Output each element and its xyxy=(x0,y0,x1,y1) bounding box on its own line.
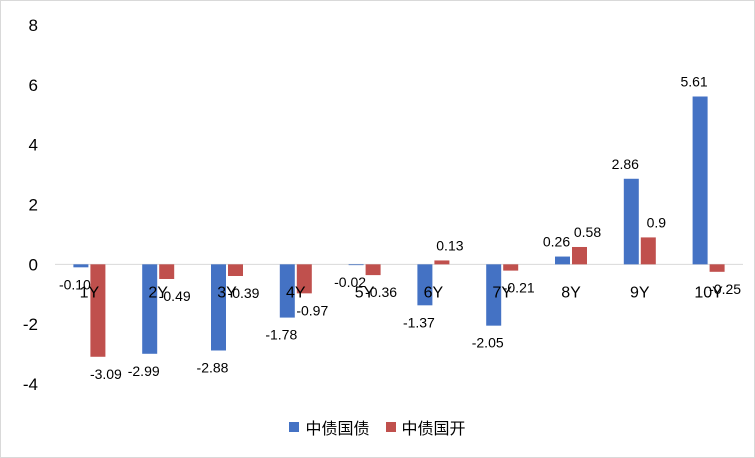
legend: 中债国债 中债国开 xyxy=(1,415,754,439)
data-label-series-1: -0.10 xyxy=(59,276,91,292)
x-tick-label: 9Y xyxy=(630,284,650,301)
bar-series-1 xyxy=(692,96,708,265)
x-tick-label: 4Y xyxy=(286,284,306,301)
bar-series-1 xyxy=(142,264,158,354)
bar-series-1 xyxy=(555,256,570,265)
x-tick-label: 3Y xyxy=(217,284,237,301)
legend-swatch-series-1 xyxy=(289,422,300,432)
legend-item-series-1: 中债国债 xyxy=(289,415,370,439)
bar-series-1 xyxy=(623,178,639,265)
data-label-series-1: -2.88 xyxy=(197,359,229,375)
legend-item-series-2: 中债国开 xyxy=(385,415,466,439)
bar-series-2 xyxy=(365,264,381,276)
bar-series-1 xyxy=(486,264,502,326)
data-label-series-1: -1.78 xyxy=(265,327,297,343)
bar-series-2 xyxy=(159,264,175,279)
bar-series-2 xyxy=(709,264,725,272)
data-label-series-2: -3.09 xyxy=(90,366,122,382)
x-tick-label: 10Y xyxy=(694,284,723,301)
bar-series-1 xyxy=(73,264,89,268)
data-label-series-1: -0.02 xyxy=(334,274,366,290)
bar-series-1 xyxy=(417,264,433,306)
data-label-series-2: -0.25 xyxy=(709,281,741,297)
bar-series-2 xyxy=(296,264,312,294)
y-tick-label: 0 xyxy=(29,255,38,274)
data-label-series-2: 0.58 xyxy=(574,224,601,240)
bar-series-1 xyxy=(211,264,226,351)
x-tick-label: 2Y xyxy=(148,284,168,301)
data-label-series-2: -0.21 xyxy=(503,280,535,296)
y-tick-label: 4 xyxy=(29,136,38,155)
data-label-series-1: 0.26 xyxy=(543,234,570,250)
data-label-series-1: -1.37 xyxy=(403,314,435,330)
y-tick-label: 2 xyxy=(29,196,38,215)
bar-series-2 xyxy=(228,264,243,277)
x-tick-label: 7Y xyxy=(492,284,512,301)
data-label-series-2: 0.9 xyxy=(647,214,667,230)
data-label-series-2: -0.36 xyxy=(365,284,397,300)
bar-series-2 xyxy=(90,264,106,357)
x-tick-label: 1Y xyxy=(80,284,100,301)
y-tick-label: -4 xyxy=(23,375,38,394)
x-tick-label: 8Y xyxy=(561,284,581,301)
bar-series-2 xyxy=(503,264,519,271)
data-label-series-2: -0.97 xyxy=(296,302,328,318)
legend-swatch-series-2 xyxy=(385,422,396,432)
bar-series-2 xyxy=(434,260,450,265)
bar-series-1 xyxy=(279,264,295,318)
y-tick-label: 8 xyxy=(29,16,38,35)
bar-series-1 xyxy=(348,264,364,266)
data-label-series-2: -0.39 xyxy=(228,285,260,301)
y-tick-label: -2 xyxy=(23,315,38,334)
data-label-series-2: -0.49 xyxy=(159,288,191,304)
bar-series-2 xyxy=(572,246,587,265)
legend-label-series-1: 中债国债 xyxy=(305,421,370,438)
data-label-series-2: 0.13 xyxy=(436,237,463,253)
x-tick-label: 5Y xyxy=(355,284,375,301)
y-tick-label: 6 xyxy=(29,76,38,95)
data-label-series-1: -2.05 xyxy=(472,335,504,351)
x-tick-label: 6Y xyxy=(424,284,444,301)
bar-series-2 xyxy=(640,237,656,265)
data-label-series-1: 5.61 xyxy=(680,74,707,90)
data-label-series-1: -2.99 xyxy=(128,363,160,379)
data-label-series-1: 2.86 xyxy=(612,156,639,172)
legend-label-series-2: 中债国开 xyxy=(401,421,466,438)
